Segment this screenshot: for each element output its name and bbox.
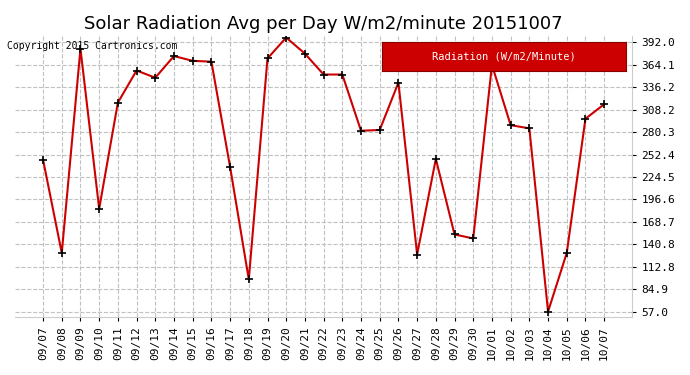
Point [299, 51, 310, 57]
Point [224, 164, 235, 170]
Point [75, 46, 86, 52]
Point [505, 122, 516, 128]
Title: Solar Radiation Avg per Day W/m2/minute 20151007: Solar Radiation Avg per Day W/m2/minute … [84, 15, 563, 33]
Point [337, 72, 348, 78]
Point [374, 127, 385, 133]
Point [355, 128, 366, 134]
Point [486, 62, 497, 68]
Point [412, 252, 423, 258]
Point [599, 101, 610, 107]
Point [281, 34, 292, 40]
Point [94, 206, 105, 212]
Point [449, 231, 460, 237]
Point [318, 72, 329, 78]
Point [206, 58, 217, 64]
Point [262, 56, 273, 62]
Point [150, 75, 161, 81]
Point [580, 116, 591, 122]
Point [542, 309, 553, 315]
Point [57, 250, 68, 256]
Point [561, 250, 572, 256]
Point [393, 80, 404, 86]
Point [244, 276, 255, 282]
Point [168, 53, 179, 59]
Point [187, 58, 198, 64]
Point [524, 125, 535, 131]
Point [131, 68, 142, 74]
Point [112, 100, 124, 106]
Point [468, 236, 479, 242]
Point [37, 157, 48, 163]
Point [431, 156, 442, 162]
Text: Copyright 2015 Cartronics.com: Copyright 2015 Cartronics.com [7, 41, 177, 51]
